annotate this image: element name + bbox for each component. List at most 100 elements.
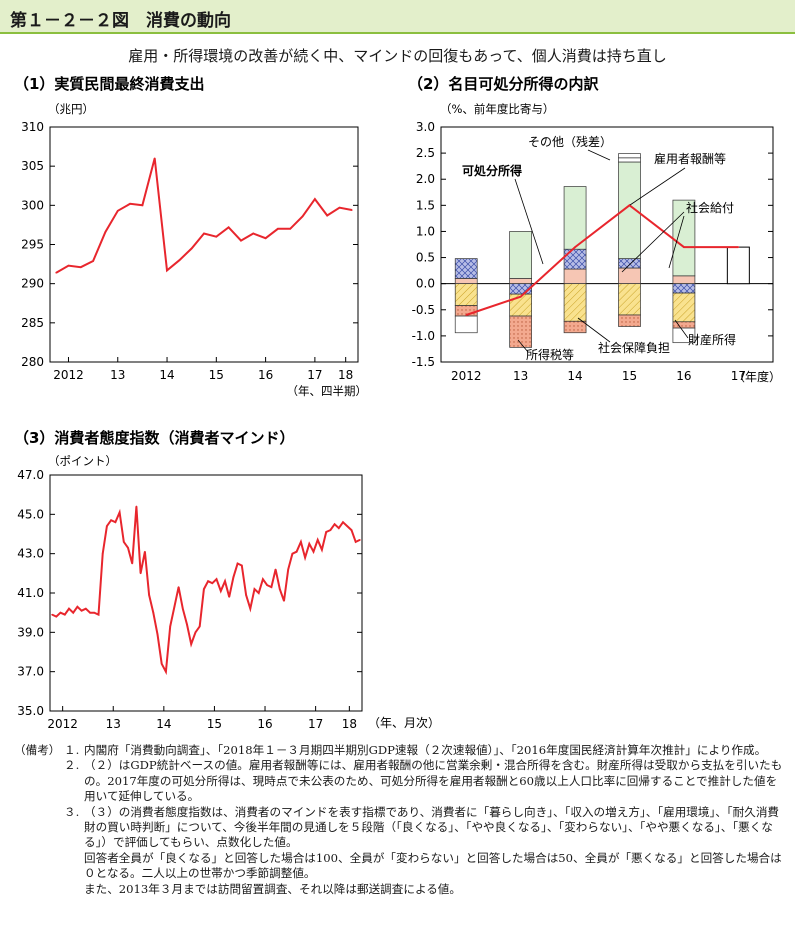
data-point — [351, 209, 353, 211]
bar-segment-social_benefit — [509, 278, 532, 285]
data-point — [190, 643, 193, 645]
data-point — [354, 541, 357, 543]
data-point — [277, 228, 279, 230]
data-point — [67, 264, 70, 267]
data-point — [129, 202, 131, 205]
y-tick-label: 300 — [21, 198, 44, 212]
data-point — [326, 214, 329, 217]
y-tick-label: 0.5 — [416, 251, 435, 265]
y-tick-label: 1.0 — [416, 224, 435, 238]
bar-segment-tax — [672, 321, 696, 329]
data-point — [76, 605, 79, 608]
note-text: （２）はGDP統計ベースの値。雇用者報酬等には、雇用者報酬の他に営業余剰・混合所… — [84, 758, 783, 804]
y-tick-label: 3.0 — [416, 120, 435, 134]
chart-title: （2）名目可処分所得の内訳 — [408, 75, 599, 93]
y-tick-label: 280 — [21, 355, 44, 369]
x-axis-label: （年、四半期） — [287, 384, 368, 398]
data-point — [301, 215, 304, 218]
bar-segment-other — [672, 327, 696, 344]
x-tick-label: 2012 — [47, 717, 78, 731]
plot-frame — [49, 474, 363, 712]
x-tick-label: 14 — [159, 368, 174, 382]
data-point — [232, 576, 235, 579]
data-point — [321, 548, 323, 551]
x-tick-label: 13 — [110, 368, 125, 382]
y-tick-label: 43.0 — [17, 547, 44, 561]
data-point — [241, 564, 243, 567]
data-point — [338, 527, 340, 529]
data-point — [283, 600, 285, 602]
bar-segment-property — [563, 248, 587, 270]
data-point — [89, 611, 91, 614]
data-point — [59, 611, 62, 614]
x-tick-label: 14 — [567, 369, 582, 383]
x-tick-label: 15 — [207, 717, 222, 731]
annotation-disposable: 可処分所得 — [462, 163, 522, 178]
x-tick-label: 18 — [338, 368, 353, 382]
data-point — [236, 562, 239, 565]
data-point — [224, 580, 226, 582]
note-number: ２. — [64, 758, 80, 773]
data-point — [160, 663, 163, 665]
data-point — [211, 582, 214, 584]
data-point — [55, 615, 58, 618]
data-point — [116, 210, 119, 212]
data-point — [240, 239, 242, 242]
data-point — [308, 543, 311, 545]
data-point — [131, 562, 134, 565]
bar-segment-tax — [509, 315, 532, 348]
x-tick-label: 13 — [106, 717, 121, 731]
x-tick-label: 14 — [156, 717, 171, 731]
x-tick-label: 2012 — [53, 368, 84, 382]
y-tick-label: 39.0 — [17, 625, 44, 639]
figure-title: 第１－２－２図 消費の動向 — [10, 11, 231, 31]
x-tick-label: 18 — [342, 717, 357, 731]
data-point — [203, 232, 205, 235]
x-tick-label: 16 — [257, 717, 272, 731]
bar-segment-social_benefit — [563, 268, 587, 285]
line-point — [574, 246, 576, 248]
y-tick-label: 310 — [21, 120, 44, 134]
data-point — [228, 596, 230, 598]
bar-segment-social_burden — [563, 283, 587, 322]
data-point — [227, 226, 230, 229]
data-point — [80, 266, 82, 269]
line-point — [519, 295, 522, 298]
data-point — [166, 269, 168, 272]
x-tick-label: 16 — [258, 368, 273, 382]
line-point — [628, 204, 631, 207]
income-chart: （2）名目可処分所得の内訳 （%、前年度比寄与） -1.5 -1.0 -0.5 0.0… — [408, 75, 781, 384]
series-line — [55, 158, 352, 274]
data-point — [350, 529, 353, 531]
data-point — [342, 521, 344, 523]
data-point — [141, 204, 144, 207]
x-tick-label: 17 — [308, 717, 323, 731]
data-point — [106, 525, 108, 527]
bar-segment-other — [454, 315, 478, 334]
bar-segment-social_benefit — [672, 275, 696, 285]
y-tick-label: 2.5 — [416, 146, 435, 160]
notes: （備考） １. 内閣府「消費動向調査」、「2018年１－３月期四半期別GDP速報… — [14, 743, 784, 897]
data-point — [165, 670, 167, 673]
data-point — [346, 525, 349, 527]
y-tick-label: 35.0 — [17, 704, 44, 718]
note-text: 内閣府「消費動向調査」、「2018年１－３月期四半期別GDP速報（２次速報値）」… — [84, 743, 767, 757]
annotation-social-benefit: 社会給付 — [686, 200, 734, 215]
data-point — [51, 613, 53, 616]
y-tick-label: -0.5 — [412, 303, 435, 317]
data-point — [304, 556, 306, 559]
data-point — [173, 605, 176, 608]
data-point — [300, 541, 302, 543]
y-axis-label: （ポイント） — [48, 454, 117, 468]
figure-subtitle: 雇用・所得環境の改善が続く中、マインドの回復もあって、個人消費は持ち直し — [128, 47, 667, 65]
data-point — [93, 611, 96, 614]
bar-segment-other — [618, 153, 641, 159]
data-point — [215, 235, 218, 238]
bar-segment-social_burden — [618, 283, 641, 316]
data-point — [312, 550, 315, 553]
y-tick-label: 37.0 — [17, 665, 44, 679]
data-point — [266, 584, 268, 586]
data-point — [55, 271, 57, 274]
data-point — [156, 633, 159, 636]
bar-segment-property — [672, 283, 696, 294]
